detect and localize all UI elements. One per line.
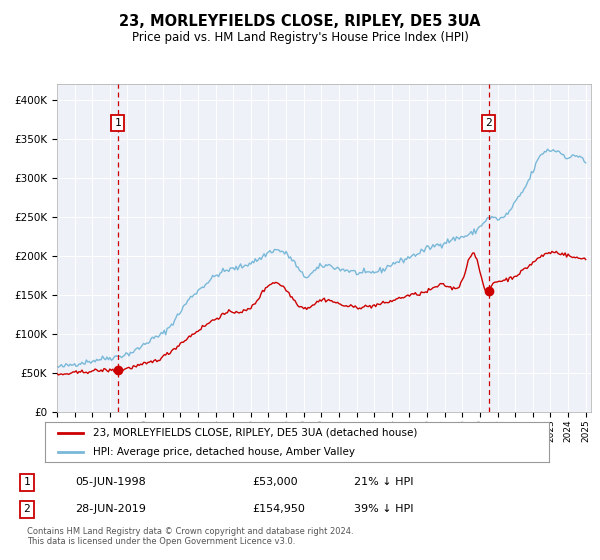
Text: Contains HM Land Registry data © Crown copyright and database right 2024.
This d: Contains HM Land Registry data © Crown c…: [27, 527, 353, 546]
Text: 1: 1: [23, 477, 31, 487]
Text: 1: 1: [114, 118, 121, 128]
Text: Price paid vs. HM Land Registry's House Price Index (HPI): Price paid vs. HM Land Registry's House …: [131, 31, 469, 44]
Text: 05-JUN-1998: 05-JUN-1998: [75, 477, 146, 487]
Text: £154,950: £154,950: [252, 504, 305, 514]
Text: 21% ↓ HPI: 21% ↓ HPI: [354, 477, 413, 487]
Text: 39% ↓ HPI: 39% ↓ HPI: [354, 504, 413, 514]
Text: 2: 2: [23, 504, 31, 514]
Text: £53,000: £53,000: [252, 477, 298, 487]
Text: HPI: Average price, detached house, Amber Valley: HPI: Average price, detached house, Ambe…: [93, 447, 355, 457]
Text: 23, MORLEYFIELDS CLOSE, RIPLEY, DE5 3UA: 23, MORLEYFIELDS CLOSE, RIPLEY, DE5 3UA: [119, 14, 481, 29]
Text: 23, MORLEYFIELDS CLOSE, RIPLEY, DE5 3UA (detached house): 23, MORLEYFIELDS CLOSE, RIPLEY, DE5 3UA …: [93, 428, 417, 438]
Text: 28-JUN-2019: 28-JUN-2019: [75, 504, 146, 514]
Text: 2: 2: [485, 118, 492, 128]
